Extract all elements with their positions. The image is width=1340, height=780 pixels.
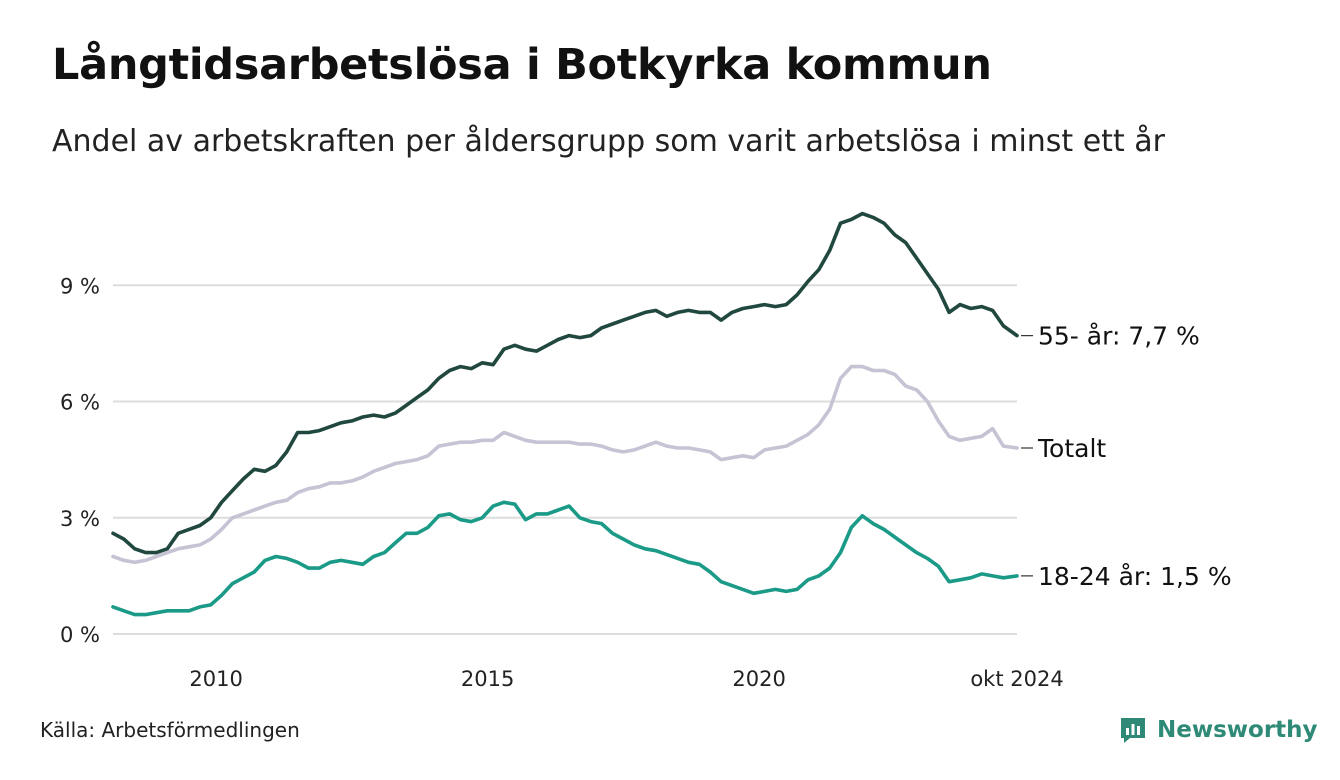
brand-name: Newsworthy	[1157, 717, 1318, 743]
series-end-label: 18-24 år: 1,5 %	[1038, 562, 1232, 591]
series-line-2	[111, 364, 1019, 565]
series-line-1	[111, 211, 1019, 555]
series-end-label: Totalt	[1037, 434, 1106, 463]
y-tick-label: 9 %	[60, 274, 100, 298]
chart-title: Långtidsarbetslösa i Botkyrka kommun	[52, 40, 992, 90]
brand-logo: Newsworthy	[1118, 712, 1318, 748]
x-tick-label: 2010	[189, 667, 242, 691]
y-tick-label: 3 %	[60, 507, 100, 531]
x-tick-label: 2020	[732, 667, 785, 691]
y-axis-ticks: 0 % 3 % 6 % 9 %	[60, 274, 100, 647]
y-tick-label: 0 %	[60, 623, 100, 647]
x-axis-ticks: 2010 2015 2020 okt 2024	[189, 667, 1063, 691]
x-tick-label: okt 2024	[970, 667, 1063, 691]
series-line-3	[111, 500, 1019, 617]
source-note: Källa: Arbetsförmedlingen	[40, 718, 300, 742]
y-tick-label: 6 %	[60, 391, 100, 415]
bar-chart-icon	[1121, 718, 1145, 743]
x-tick-label: 2015	[461, 667, 514, 691]
end-labels: 55- år: 7,7 % Totalt 18-24 år: 1,5 %	[1021, 322, 1232, 591]
series-end-label: 55- år: 7,7 %	[1038, 322, 1200, 351]
chart-subtitle: Andel av arbetskraften per åldersgrupp s…	[52, 124, 1165, 159]
series-lines	[111, 211, 1019, 617]
